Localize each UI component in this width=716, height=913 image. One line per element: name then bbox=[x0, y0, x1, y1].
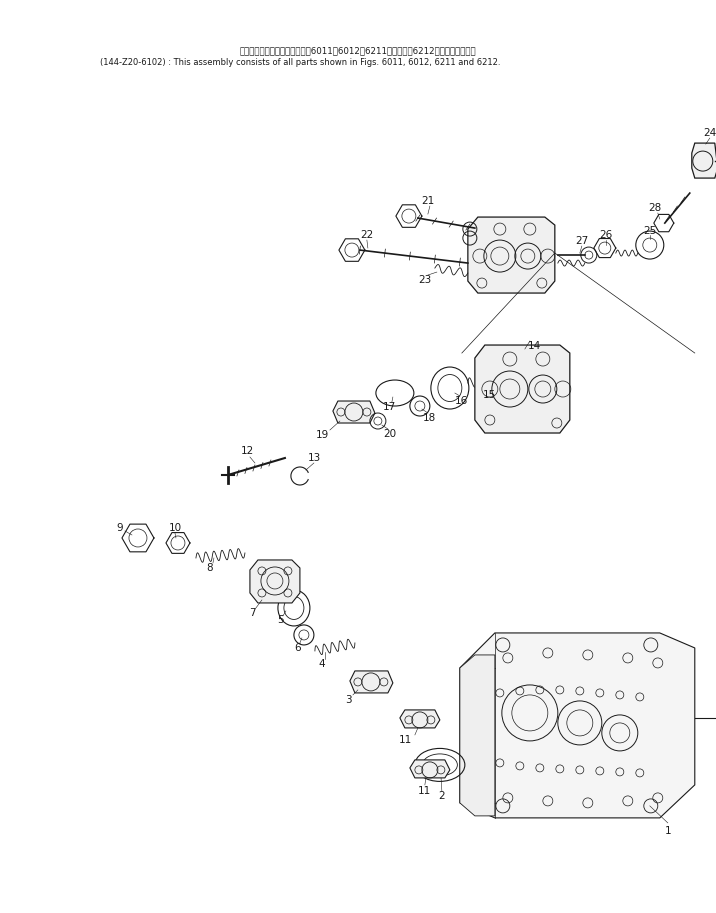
Polygon shape bbox=[460, 655, 495, 816]
Text: 16: 16 bbox=[455, 396, 468, 406]
Text: 8: 8 bbox=[207, 563, 213, 573]
Text: 17: 17 bbox=[383, 402, 397, 412]
Text: 15: 15 bbox=[483, 390, 496, 400]
Text: 18: 18 bbox=[423, 413, 437, 423]
Polygon shape bbox=[400, 710, 440, 728]
Polygon shape bbox=[692, 143, 716, 178]
Text: 9: 9 bbox=[117, 523, 123, 533]
Polygon shape bbox=[350, 671, 393, 693]
Text: 27: 27 bbox=[575, 236, 589, 247]
Text: このアセンブリの構成部品は囶6011，6012，6211図および囶6212図まで含みます．: このアセンブリの構成部品は囶6011，6012，6211図および囶6212図まで… bbox=[240, 47, 476, 56]
Text: 23: 23 bbox=[418, 275, 432, 285]
Text: 2: 2 bbox=[439, 791, 445, 801]
Polygon shape bbox=[475, 345, 570, 433]
Text: 13: 13 bbox=[309, 453, 321, 463]
Polygon shape bbox=[410, 760, 450, 778]
Text: 11: 11 bbox=[400, 735, 412, 745]
Text: 26: 26 bbox=[599, 230, 612, 240]
Text: 3: 3 bbox=[346, 695, 352, 705]
Text: 28: 28 bbox=[648, 203, 662, 213]
Polygon shape bbox=[250, 560, 300, 603]
Text: 24: 24 bbox=[703, 128, 716, 138]
Text: 22: 22 bbox=[360, 230, 374, 240]
Text: 12: 12 bbox=[241, 446, 255, 456]
Text: 4: 4 bbox=[319, 659, 325, 669]
Text: 21: 21 bbox=[421, 196, 435, 206]
Text: 20: 20 bbox=[383, 429, 397, 439]
Text: 6: 6 bbox=[294, 643, 301, 653]
Text: 19: 19 bbox=[316, 430, 329, 440]
Text: 11: 11 bbox=[418, 786, 432, 796]
Polygon shape bbox=[460, 633, 695, 818]
Text: 7: 7 bbox=[248, 608, 255, 618]
Text: 10: 10 bbox=[168, 523, 182, 533]
Text: 1: 1 bbox=[664, 826, 671, 836]
Text: 5: 5 bbox=[278, 615, 284, 625]
Polygon shape bbox=[468, 217, 555, 293]
Text: 25: 25 bbox=[643, 226, 657, 236]
Text: 14: 14 bbox=[528, 341, 541, 351]
Polygon shape bbox=[333, 401, 375, 423]
Text: (144-Z20-6102) : This assembly consists of all parts shown in Figs. 6011, 6012, : (144-Z20-6102) : This assembly consists … bbox=[100, 58, 500, 67]
